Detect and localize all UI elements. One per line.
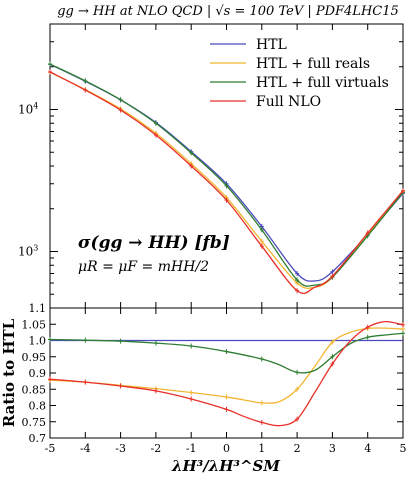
x-tick-label: 2	[294, 442, 301, 455]
lower-y-tick-label: 0.7	[29, 432, 47, 445]
lower-y-tick-label: 0.95	[22, 351, 47, 364]
lower-axis-ticks: 0.7 0.75 0.8 0.85 0.9 0.95 1.0 1.05 1.1 -5 -4 -3 -2 -…	[22, 302, 407, 455]
x-tick-label: -3	[115, 442, 126, 455]
legend-label-full-nlo: Full NLO	[256, 94, 321, 110]
chart-title: gg → HH at NLO QCD | √s = 100 TeV | PDF4…	[57, 4, 399, 19]
scale-annotation: μR = μF = mHH/2	[78, 259, 209, 275]
legend-label-htl: HTL	[256, 37, 287, 53]
cross-section-annotation: σ(gg → HH) [fb]	[78, 233, 230, 253]
lower-series-group	[48, 320, 405, 427]
x-tick-label: 1	[258, 442, 265, 455]
legend-label-full-virtuals: HTL + full virtuals	[256, 75, 389, 91]
x-tick-label: -5	[45, 442, 56, 455]
upper-series-group	[48, 61, 405, 294]
lower-y-tick-label: 0.9	[29, 367, 47, 380]
lower-panel-frame	[49, 307, 404, 439]
x-axis-label: λH³/λH³^SM	[171, 457, 280, 475]
lower-y-tick-label: 0.8	[29, 400, 47, 413]
lower-y-tick-label: 1.05	[22, 318, 47, 331]
x-tick-label: 0	[223, 442, 230, 455]
y-axis-label: Ratio to HTL	[0, 318, 18, 427]
x-tick-label: -4	[80, 442, 91, 455]
lower-y-tick-label: 0.75	[22, 416, 47, 429]
lower-y-tick-label: 1.1	[29, 302, 47, 315]
ratio-line-htl-full-reals	[49, 327, 404, 404]
upper-y-tick-label: 104	[18, 101, 38, 116]
x-tick-label: -2	[151, 442, 162, 455]
ratio-line-htl-full-virtuals	[49, 332, 404, 374]
x-tick-label: 3	[329, 442, 336, 455]
x-tick-label: 5	[400, 442, 407, 455]
upper-line-full-nlo	[49, 71, 404, 294]
upper-line-htl-full-virtuals	[49, 63, 404, 287]
upper-y-tick-label: 103	[18, 243, 38, 258]
ratio-line-full-nlo	[49, 320, 404, 427]
legend: HTL HTL + full reals HTL + full virtuals…	[210, 37, 389, 110]
lower-y-tick-label: 1.0	[29, 335, 47, 348]
upper-panel: 103 104 HTL HTL + full reals HTL + full v…	[18, 23, 405, 309]
lower-y-tick-label: 0.85	[22, 383, 47, 396]
legend-label-full-reals: HTL + full reals	[256, 56, 370, 72]
x-tick-label: 4	[364, 442, 371, 455]
x-tick-label: -1	[186, 442, 197, 455]
lower-panel: 0.7 0.75 0.8 0.85 0.9 0.95 1.0 1.05 1.1 -5 -4 -3 -2 -…	[0, 302, 407, 475]
